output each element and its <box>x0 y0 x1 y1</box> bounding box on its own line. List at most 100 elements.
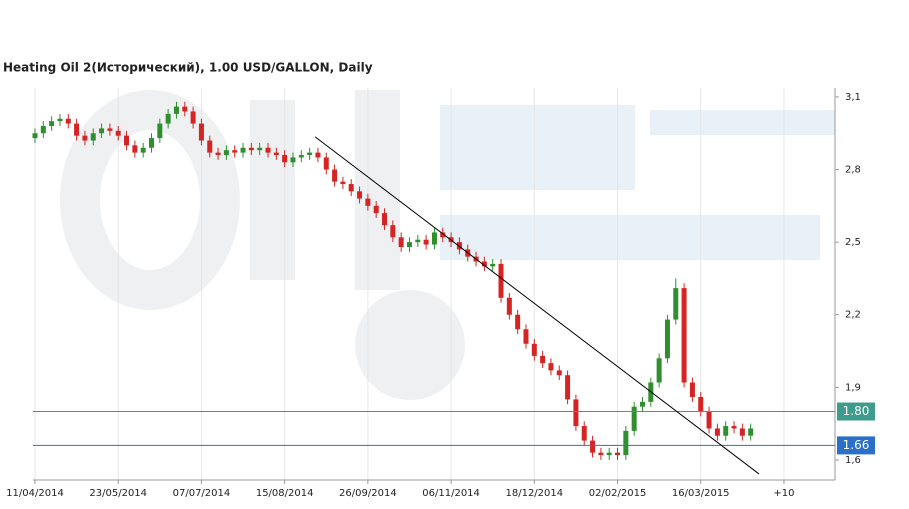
x-tick-label: +10 <box>773 488 794 499</box>
candle-body <box>590 440 596 453</box>
watermark <box>60 90 835 400</box>
candle-body <box>132 145 138 153</box>
candle-body <box>631 406 637 431</box>
candle-body <box>115 130 121 136</box>
candle-body <box>598 452 604 456</box>
candle-body <box>673 288 679 320</box>
candle-body <box>714 428 720 436</box>
candle-body <box>265 147 271 153</box>
candle-body <box>240 147 246 153</box>
x-tick-label: 02/02/2015 <box>589 488 647 499</box>
candle-body <box>431 232 437 245</box>
y-tick-label: 2,5 <box>845 237 861 248</box>
candle-body <box>689 382 695 398</box>
candle-body <box>340 181 346 185</box>
candle-body <box>282 155 288 163</box>
level-badge <box>837 436 875 455</box>
candle-body <box>248 147 254 151</box>
candle-body <box>515 314 521 330</box>
x-tick-label: 06/11/2014 <box>422 488 480 499</box>
candle-body <box>298 155 304 158</box>
candle-body <box>506 297 512 315</box>
candle-body <box>157 123 163 139</box>
candle-body <box>140 147 146 153</box>
candle-body <box>149 138 155 148</box>
candle-body <box>365 198 371 206</box>
candle-body <box>323 157 329 170</box>
level-label: 1.80 <box>843 404 870 418</box>
candle-body <box>548 363 554 371</box>
candle-body <box>215 152 221 156</box>
candle-body <box>531 343 537 356</box>
candle-body <box>440 232 446 238</box>
candle-body <box>65 118 71 124</box>
candle-body <box>656 358 662 383</box>
candle-body <box>639 401 645 407</box>
candle-body <box>307 152 313 156</box>
candle-body <box>190 111 196 124</box>
candle-body <box>573 399 579 427</box>
level-label: 1.66 <box>843 438 870 452</box>
candle-body <box>173 106 179 114</box>
y-tick-label: 2,8 <box>845 165 861 176</box>
candle-body <box>74 123 80 136</box>
candle-body <box>40 125 46 134</box>
candle-body <box>49 121 55 126</box>
chart-title: Heating Oil 2(Исторический), 1.00 USD/GA… <box>3 61 373 75</box>
candle-body <box>107 128 113 131</box>
candle-body <box>348 184 354 192</box>
candle-body <box>406 242 412 247</box>
candle-body <box>423 239 429 245</box>
candle-body <box>382 213 388 226</box>
x-tick-label: 16/03/2015 <box>672 488 730 499</box>
candle-body <box>739 428 745 436</box>
candle-body <box>556 370 562 376</box>
candle-body <box>290 157 296 163</box>
candle-body <box>664 319 670 359</box>
grid <box>34 88 785 480</box>
candle-body <box>623 430 629 456</box>
candle-body <box>124 135 130 146</box>
candle-body <box>257 147 263 151</box>
candle-body <box>748 428 754 436</box>
candle-body <box>415 239 421 243</box>
x-tick-label: 15/08/2014 <box>256 488 314 499</box>
candle-body <box>581 426 587 441</box>
candle-body <box>706 411 712 429</box>
candle-body <box>390 225 396 238</box>
candle-body <box>523 329 529 344</box>
candle-body <box>481 261 487 267</box>
candle-body <box>681 288 687 383</box>
candle-body <box>90 133 96 141</box>
candle-body <box>398 237 404 247</box>
x-tick-label: 11/04/2014 <box>6 488 64 499</box>
candle-body <box>498 263 504 298</box>
candle-body <box>698 397 704 412</box>
y-tick-label: 3,1 <box>845 92 861 103</box>
candle-body <box>565 375 571 400</box>
candle-body <box>182 106 188 112</box>
x-tick-label: 18/12/2014 <box>505 488 563 499</box>
x-tick-label: 23/05/2014 <box>89 488 147 499</box>
candle-body <box>99 128 105 134</box>
y-tick-label: 1,6 <box>845 455 861 466</box>
candle-body <box>57 118 63 122</box>
candle-body <box>606 452 612 456</box>
candle-body <box>198 123 204 141</box>
candle-body <box>32 133 38 139</box>
candle-body <box>731 426 737 429</box>
candle-body <box>232 150 238 153</box>
candle-body <box>490 263 496 267</box>
level-badge <box>837 402 875 421</box>
y-tick-label: 1,9 <box>845 382 861 393</box>
candle-body <box>373 205 379 214</box>
trendline <box>314 136 760 475</box>
candle-body <box>82 135 88 141</box>
candle-body <box>332 169 338 182</box>
candle-body <box>723 426 729 436</box>
candle-body <box>315 152 321 158</box>
candle-body <box>207 140 213 153</box>
candle-body <box>165 113 171 124</box>
candle-body <box>273 152 279 156</box>
candle-body <box>615 452 621 456</box>
